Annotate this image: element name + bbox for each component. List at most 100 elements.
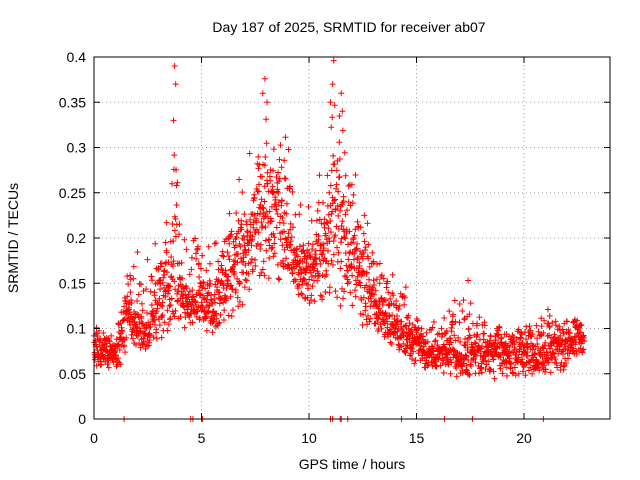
data-point <box>162 260 169 267</box>
data-point <box>122 349 129 356</box>
data-point <box>271 250 278 257</box>
data-point <box>204 299 211 306</box>
data-point <box>308 273 315 280</box>
data-point <box>274 261 281 268</box>
data-point <box>393 297 400 304</box>
data-point <box>337 265 344 272</box>
data-point <box>276 175 283 182</box>
data-point <box>513 349 520 356</box>
data-point <box>138 300 145 307</box>
data-point <box>130 263 137 270</box>
data-point <box>331 102 338 109</box>
data-point <box>334 294 341 301</box>
data-point <box>236 298 243 305</box>
data-point <box>472 359 479 366</box>
data-point <box>246 150 253 157</box>
data-point <box>294 285 301 292</box>
data-point <box>485 358 492 365</box>
data-point <box>327 218 334 225</box>
data-point <box>186 314 193 321</box>
data-point <box>316 256 323 263</box>
data-point <box>292 278 299 285</box>
data-point <box>428 327 435 334</box>
data-point <box>344 280 351 287</box>
data-point <box>173 166 180 173</box>
data-point <box>527 327 534 334</box>
data-point <box>106 338 113 345</box>
data-point <box>430 319 437 326</box>
data-point <box>389 271 396 278</box>
data-point <box>267 177 274 184</box>
data-point <box>239 189 246 196</box>
data-point <box>395 306 402 313</box>
data-point <box>343 273 350 280</box>
data-point <box>369 285 376 292</box>
data-point <box>358 272 365 279</box>
data-point <box>360 294 367 301</box>
data-point <box>362 246 369 253</box>
data-point <box>134 298 141 305</box>
data-point-peak <box>171 63 178 70</box>
data-point <box>369 249 376 256</box>
data-point <box>376 260 383 267</box>
data-point <box>326 189 333 196</box>
data-point-peak <box>170 117 177 124</box>
data-point <box>314 207 321 214</box>
data-point <box>266 242 273 249</box>
data-point <box>224 249 231 256</box>
data-point <box>269 244 276 251</box>
data-point <box>262 224 269 231</box>
data-point <box>459 360 466 367</box>
data-point <box>94 332 101 339</box>
data-point <box>234 259 241 266</box>
data-point <box>435 356 442 363</box>
data-point <box>121 342 128 349</box>
data-point <box>258 269 265 276</box>
data-point <box>115 321 122 328</box>
data-point <box>481 322 488 329</box>
data-point <box>529 331 536 338</box>
data-point <box>455 334 462 341</box>
data-point <box>313 254 320 261</box>
x-tick-label: 5 <box>198 430 206 446</box>
data-point <box>523 336 530 343</box>
data-point <box>202 285 209 292</box>
data-point <box>301 295 308 302</box>
data-point <box>327 182 334 189</box>
data-point <box>162 239 169 246</box>
data-point <box>364 220 371 227</box>
data-point <box>339 127 346 134</box>
data-point <box>534 340 541 347</box>
data-point <box>354 254 361 261</box>
data-point <box>189 294 196 301</box>
data-point <box>515 370 522 377</box>
data-point <box>440 357 447 364</box>
data-point <box>226 232 233 239</box>
data-point <box>339 218 346 225</box>
data-point <box>176 221 183 228</box>
data-point <box>165 259 172 266</box>
data-point <box>480 336 487 343</box>
data-point <box>551 331 558 338</box>
data-point <box>104 361 111 368</box>
data-point <box>581 338 588 345</box>
data-point <box>251 212 258 219</box>
data-point <box>294 253 301 260</box>
data-point <box>340 295 347 302</box>
data-point <box>205 243 212 250</box>
data-point <box>440 369 447 376</box>
data-point <box>346 279 353 286</box>
data-point <box>354 256 361 263</box>
data-point <box>277 236 284 243</box>
data-point <box>541 368 548 375</box>
data-point <box>174 179 181 186</box>
data-point <box>174 298 181 305</box>
scatter-points <box>91 57 588 422</box>
data-point <box>128 300 135 307</box>
data-point <box>342 235 349 242</box>
x-tick-label: 20 <box>516 430 532 446</box>
data-point <box>164 307 171 314</box>
data-point <box>273 206 280 213</box>
data-point <box>271 234 278 241</box>
